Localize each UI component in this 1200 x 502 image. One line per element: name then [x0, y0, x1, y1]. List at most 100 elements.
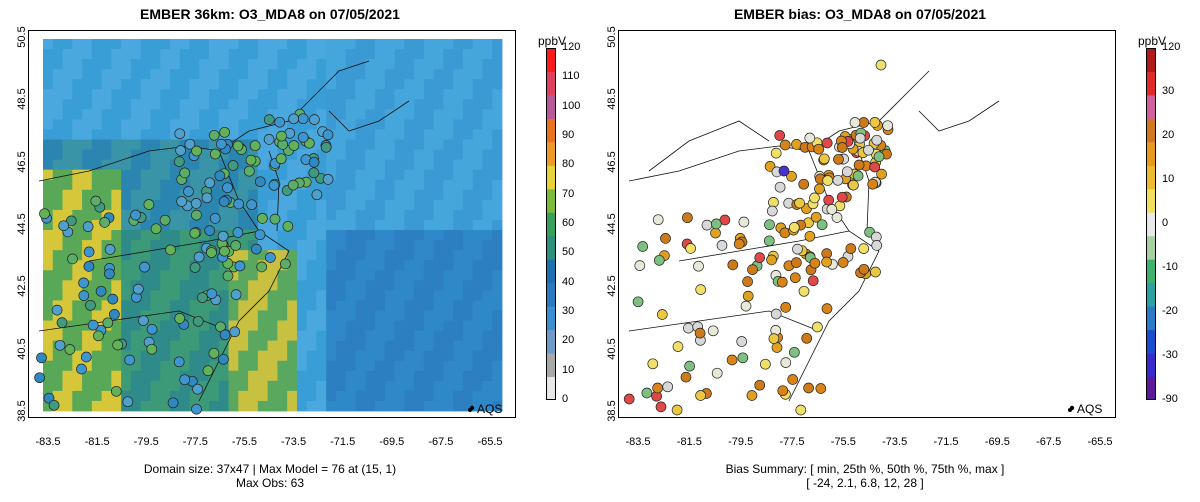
grid-cell — [296, 159, 308, 171]
bias-dot — [871, 240, 883, 251]
grid-cell — [306, 390, 317, 402]
grid-cell — [472, 340, 483, 352]
observation-dot — [175, 145, 186, 156]
grid-cell — [111, 270, 122, 281]
colorbar-tick-label: 40 — [562, 275, 575, 288]
grid-cell — [414, 49, 425, 60]
grid-cell — [248, 179, 259, 191]
grid-cell — [43, 89, 54, 100]
bias-dot — [848, 179, 859, 191]
bias-dot — [821, 303, 833, 314]
grid-cell — [453, 360, 464, 372]
grid-cell — [267, 280, 278, 291]
grid-cell — [394, 169, 405, 181]
grid-cell — [209, 280, 220, 291]
grid-cell — [72, 260, 83, 271]
grid-cell — [111, 260, 122, 271]
grid-cell — [248, 400, 259, 412]
grid-cell — [62, 260, 73, 271]
grid-cell — [101, 59, 112, 70]
grid-cell — [121, 370, 132, 382]
grid-cell — [453, 250, 464, 261]
grid-cell — [140, 149, 151, 161]
grid-cell — [453, 280, 464, 291]
grid-cell — [423, 350, 435, 362]
grid-cell — [345, 69, 356, 80]
grid-cell — [462, 350, 474, 362]
grid-cell — [326, 179, 337, 191]
grid-cell — [130, 159, 142, 171]
observation-dot — [167, 397, 179, 409]
grid-cell — [345, 340, 356, 352]
bias-dot — [841, 166, 853, 178]
grid-cell — [91, 240, 102, 251]
grid-cell — [423, 69, 435, 80]
grid-cell — [267, 270, 278, 281]
grid-cell — [267, 69, 278, 80]
grid-cell — [140, 350, 151, 362]
grid-cell — [140, 280, 151, 291]
grid-cell — [121, 99, 132, 110]
grid-cell — [375, 260, 386, 271]
grid-cell — [160, 119, 171, 130]
grid-cell — [91, 230, 102, 241]
grid-cell — [189, 360, 200, 372]
grid-cell — [62, 159, 73, 171]
grid-cell — [82, 330, 93, 342]
grid-cell — [326, 149, 337, 161]
grid-cell — [257, 270, 269, 281]
colorbar-tick-label: 30 — [1162, 85, 1175, 97]
grid-cell — [345, 400, 356, 412]
observation-dot — [245, 154, 257, 166]
observation-dot — [54, 339, 66, 351]
bias-dot — [787, 374, 799, 385]
grid-cell — [355, 119, 366, 130]
lon-tick-label: -73.5 — [281, 436, 307, 448]
grid-cell — [453, 290, 464, 301]
grid-cell — [62, 179, 73, 191]
grid-cell — [453, 189, 464, 201]
grid-cell — [492, 39, 503, 50]
grid-cell — [82, 400, 93, 412]
grid-cell — [91, 179, 102, 191]
grid-cell — [443, 390, 454, 402]
grid-cell — [492, 49, 503, 60]
grid-cell — [121, 179, 132, 191]
boundary-line — [328, 100, 410, 132]
grid-cell — [140, 360, 151, 372]
colorbar-tick-label: 50 — [562, 246, 575, 259]
grid-cell — [169, 119, 181, 130]
grid-cell — [140, 300, 151, 311]
grid-cell — [91, 149, 102, 161]
lon-tick-label: -71.5 — [330, 436, 356, 448]
grid-cell — [335, 89, 347, 100]
grid-cell — [91, 99, 102, 110]
grid-cell — [140, 240, 151, 251]
grid-cell — [375, 99, 386, 110]
grid-cell — [394, 320, 405, 331]
colorbar-tick-label: 100 — [562, 99, 581, 112]
bias-dot — [871, 134, 883, 146]
grid-cell — [423, 300, 435, 311]
grid-cell — [199, 59, 210, 70]
grid-cell — [82, 129, 93, 140]
colorbar-segment — [546, 118, 556, 143]
grid-cell — [462, 119, 474, 130]
grid-cell — [462, 290, 474, 301]
grid-cell — [443, 350, 454, 362]
grid-cell — [365, 290, 376, 301]
grid-cell — [384, 149, 395, 161]
grid-cell — [335, 169, 347, 181]
grid-cell — [179, 390, 190, 402]
bias-dot — [814, 183, 825, 195]
grid-cell — [189, 189, 200, 201]
grid-cell — [179, 89, 190, 100]
grid-cell — [296, 59, 308, 70]
grid-cell — [199, 350, 210, 362]
grid-cell — [199, 250, 210, 261]
observation-dot — [206, 288, 218, 300]
grid-cell — [43, 260, 54, 271]
grid-cell — [394, 260, 405, 271]
grid-cell — [384, 169, 395, 181]
grid-cell — [91, 370, 102, 382]
